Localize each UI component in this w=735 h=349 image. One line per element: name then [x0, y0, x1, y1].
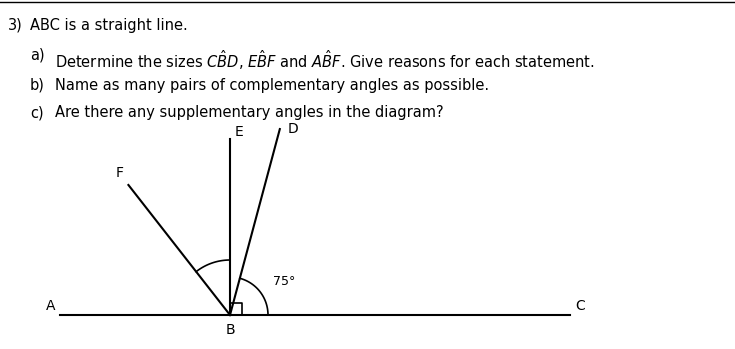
Text: 3): 3): [8, 18, 23, 33]
Text: E: E: [235, 125, 244, 139]
Text: b): b): [30, 78, 45, 93]
Text: 75°: 75°: [273, 275, 295, 288]
Text: C: C: [575, 299, 585, 313]
Text: A: A: [46, 299, 55, 313]
Text: F: F: [115, 166, 123, 180]
Text: c): c): [30, 105, 43, 120]
Text: Name as many pairs of complementary angles as possible.: Name as many pairs of complementary angl…: [55, 78, 489, 93]
Text: D: D: [288, 122, 298, 136]
Text: Determine the sizes $C\hat{B}D$, $E\hat{B}F$ and $A\hat{B}F$. Give reasons for e: Determine the sizes $C\hat{B}D$, $E\hat{…: [55, 48, 595, 72]
Text: B: B: [225, 323, 234, 337]
Text: ABC is a straight line.: ABC is a straight line.: [30, 18, 187, 33]
Text: a): a): [30, 48, 45, 63]
Text: Are there any supplementary angles in the diagram?: Are there any supplementary angles in th…: [55, 105, 444, 120]
